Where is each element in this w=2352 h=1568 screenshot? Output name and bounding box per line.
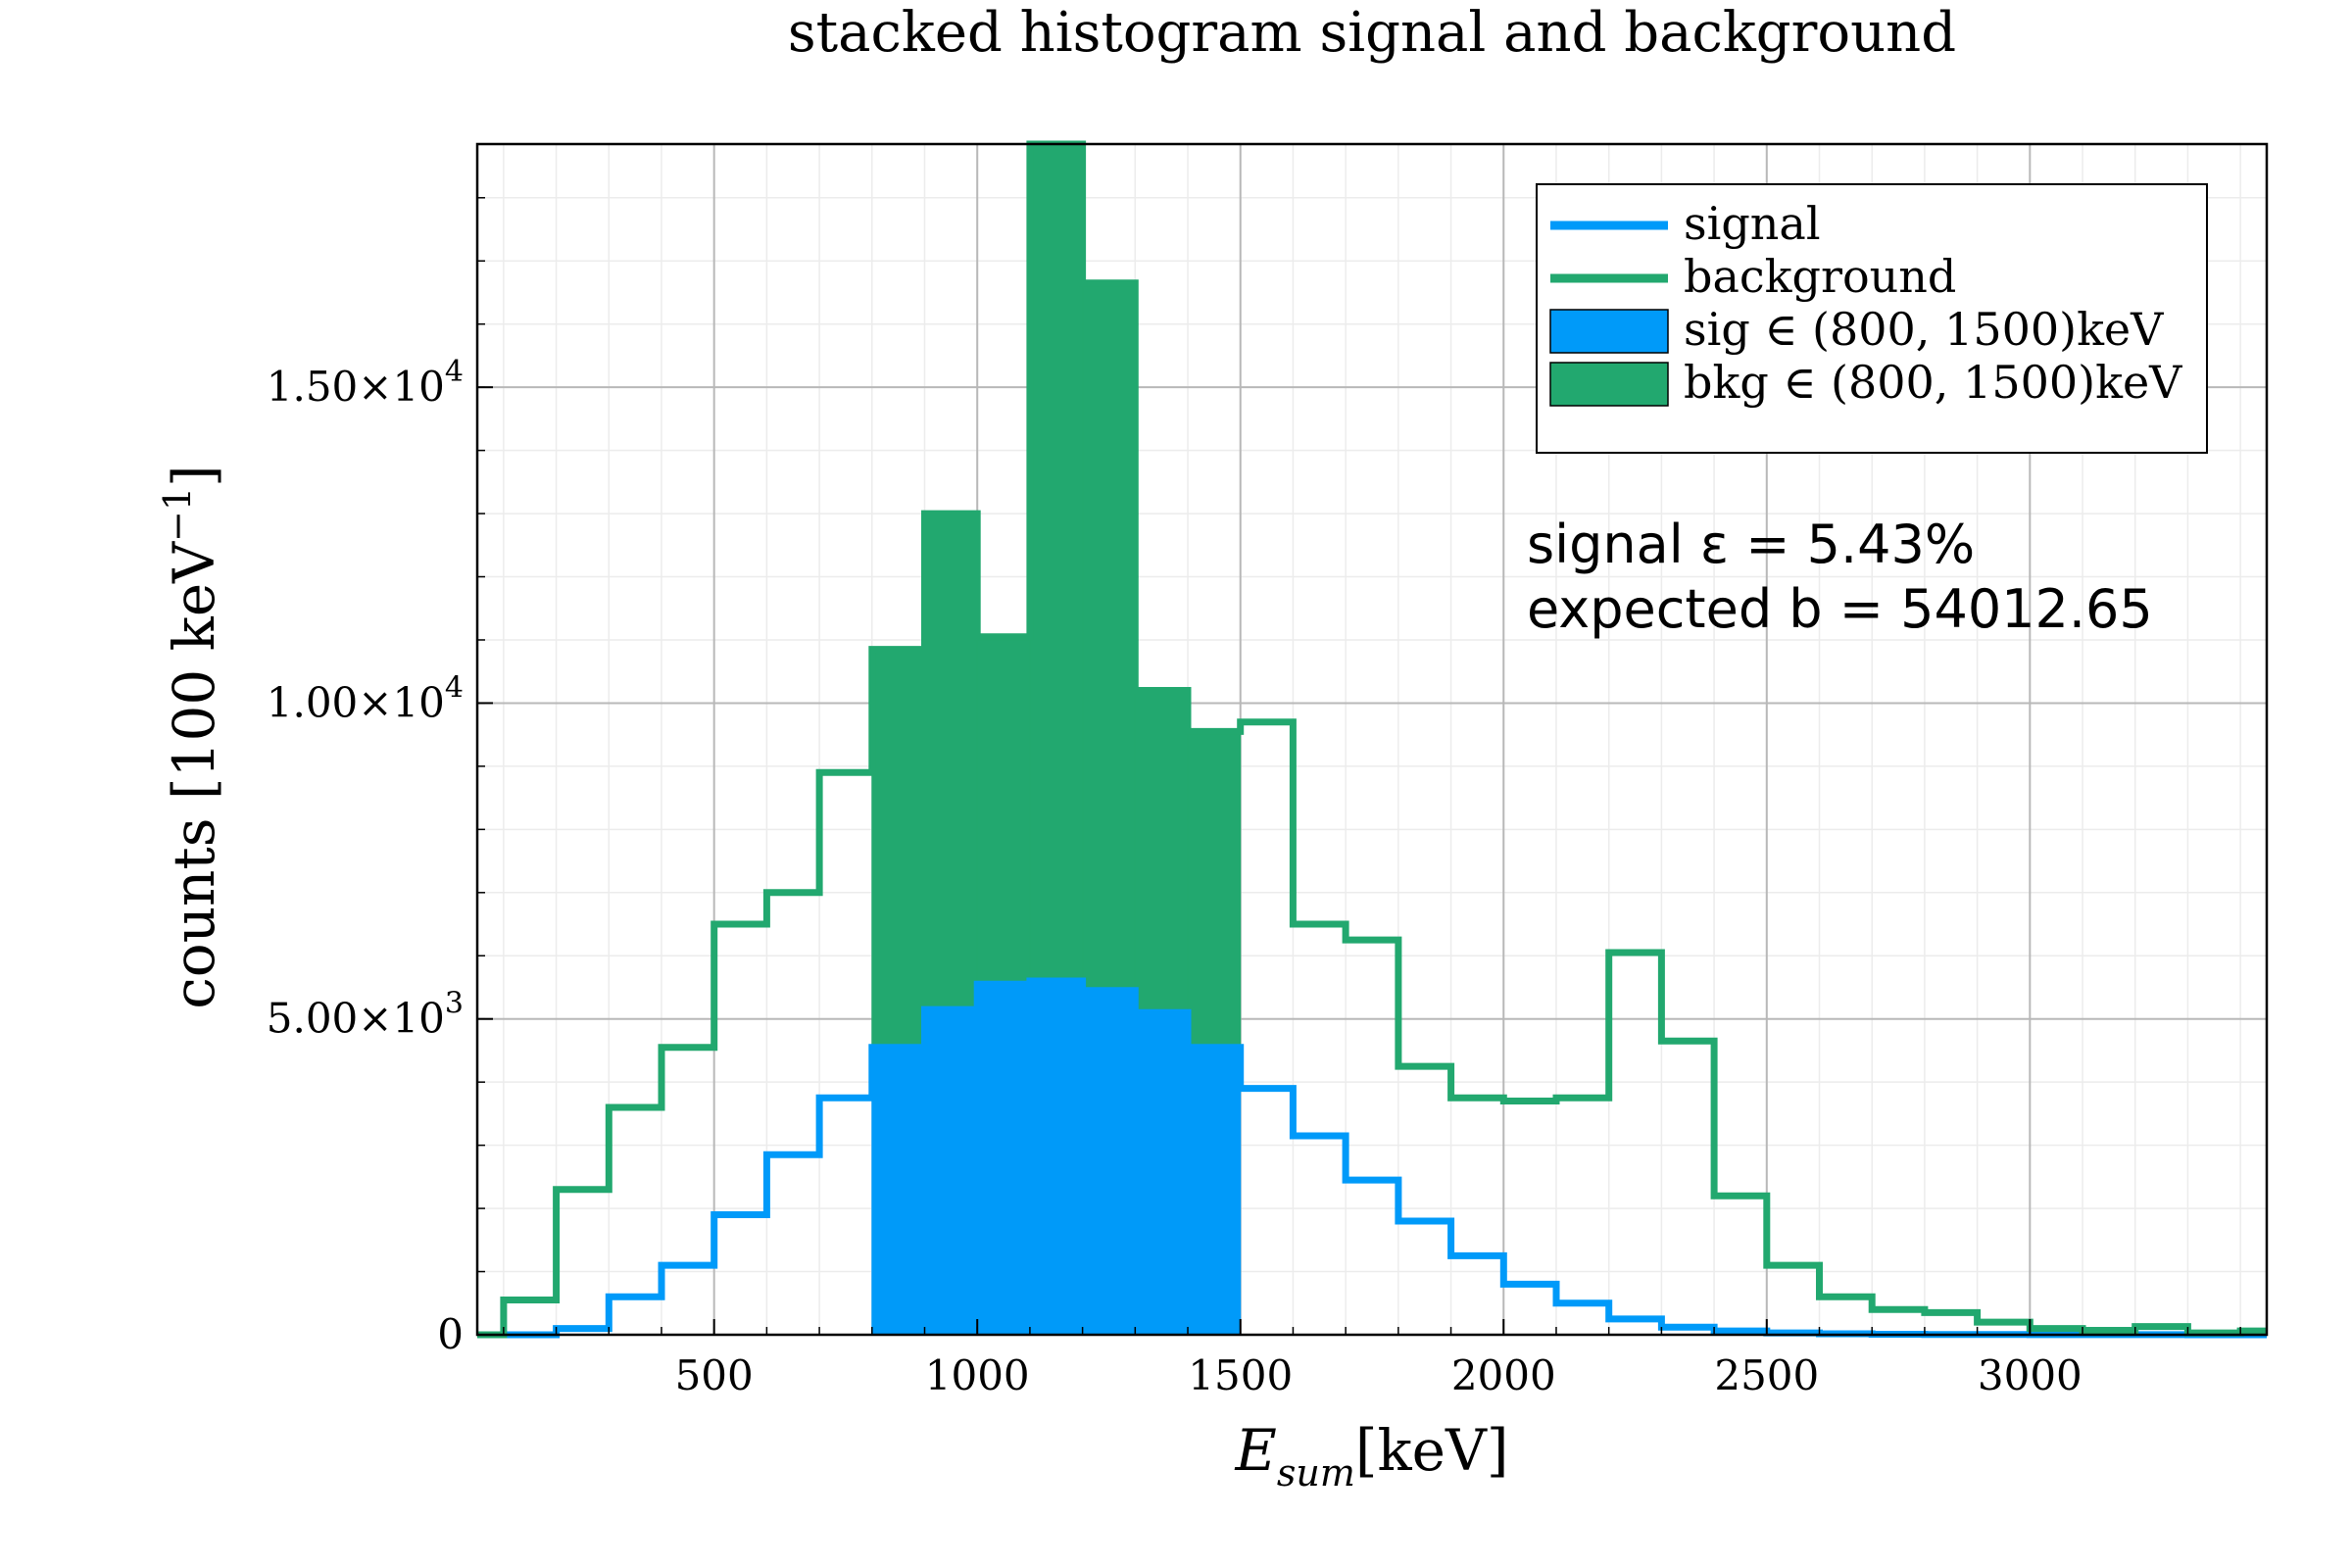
legend-swatch-box xyxy=(1549,309,1669,354)
bkg-window-bar xyxy=(871,649,926,1049)
annotation-signal-efficiency: signal ε = 5.43% xyxy=(1527,514,1975,575)
sig-window-bar xyxy=(924,1008,978,1336)
x-axis-label-sub: sum xyxy=(1277,1451,1355,1494)
y-tick-label-mantissa: 1.50×10 xyxy=(267,363,445,411)
y-tick-label-mantissa: 1.00×10 xyxy=(267,678,445,726)
y-tick-label-exponent: 3 xyxy=(445,987,464,1021)
y-axis-label-sup: −1 xyxy=(156,487,199,542)
y-axis-label: counts [100 keV−1] xyxy=(156,465,227,1008)
x-axis-label-main: E xyxy=(1235,1417,1277,1484)
legend-label: background xyxy=(1684,250,1956,303)
y-tick-label-mantissa: 0 xyxy=(437,1310,464,1358)
y-axis-label-main: counts [100 keV xyxy=(161,541,227,1009)
sig-window-bar xyxy=(871,1047,926,1336)
sig-window-bar xyxy=(976,983,1031,1336)
x-tick-label: 2500 xyxy=(1714,1351,1819,1399)
y-axis-label-close: ] xyxy=(161,465,227,487)
x-tick-label: 1500 xyxy=(1188,1351,1293,1399)
sig-window-bar xyxy=(1082,990,1136,1336)
legend-swatch-box xyxy=(1549,362,1669,407)
sig-window-bar xyxy=(1134,1011,1189,1336)
bkg-window-bar xyxy=(1134,690,1189,1013)
y-tick-label-exponent: 4 xyxy=(445,355,464,389)
x-tick-label: 1000 xyxy=(925,1351,1030,1399)
tick-marks xyxy=(477,197,2241,1336)
y-tick-label: 1.00×104 xyxy=(267,670,464,726)
bkg-window-bar xyxy=(1187,730,1242,1049)
x-tick-label: 500 xyxy=(675,1351,754,1399)
background-step-line xyxy=(477,140,2267,1339)
sig-window-bar xyxy=(1029,980,1084,1336)
y-tick-label-mantissa: 5.00×10 xyxy=(267,995,445,1043)
x-axis-label-unit: [keV] xyxy=(1355,1417,1509,1484)
x-tick-label: 3000 xyxy=(1978,1351,2082,1399)
sig-window-bar xyxy=(1187,1047,1242,1336)
chart-title: stacked histogram signal and background xyxy=(788,1,1956,65)
plot-frame xyxy=(475,142,2269,1337)
bkg-window-bar xyxy=(1029,143,1084,982)
x-axis-label: Esum[keV] xyxy=(1235,1417,1509,1494)
y-tick-label: 1.50×104 xyxy=(267,355,464,411)
y-tick-label-exponent: 4 xyxy=(445,670,464,705)
x-tick-labels: 500 1000 1500 2000 2500 3000 xyxy=(675,1351,2082,1399)
legend-label: signal xyxy=(1684,197,1821,250)
legend-label: sig ∈ (800, 1500)keV xyxy=(1684,303,2164,356)
x-tick-label: 2000 xyxy=(1451,1351,1556,1399)
bkg-window-bar xyxy=(1082,282,1136,992)
y-tick-label: 0 xyxy=(437,1310,464,1358)
y-tick-label: 5.00×103 xyxy=(267,987,464,1043)
annotation-expected-background: expected b = 54012.65 xyxy=(1527,578,2153,640)
bkg-window-bar xyxy=(976,636,1031,985)
bkg-window-bar xyxy=(924,513,978,1010)
legend-label: bkg ∈ (800, 1500)keV xyxy=(1684,356,2182,409)
filled-bars xyxy=(871,143,1242,1336)
